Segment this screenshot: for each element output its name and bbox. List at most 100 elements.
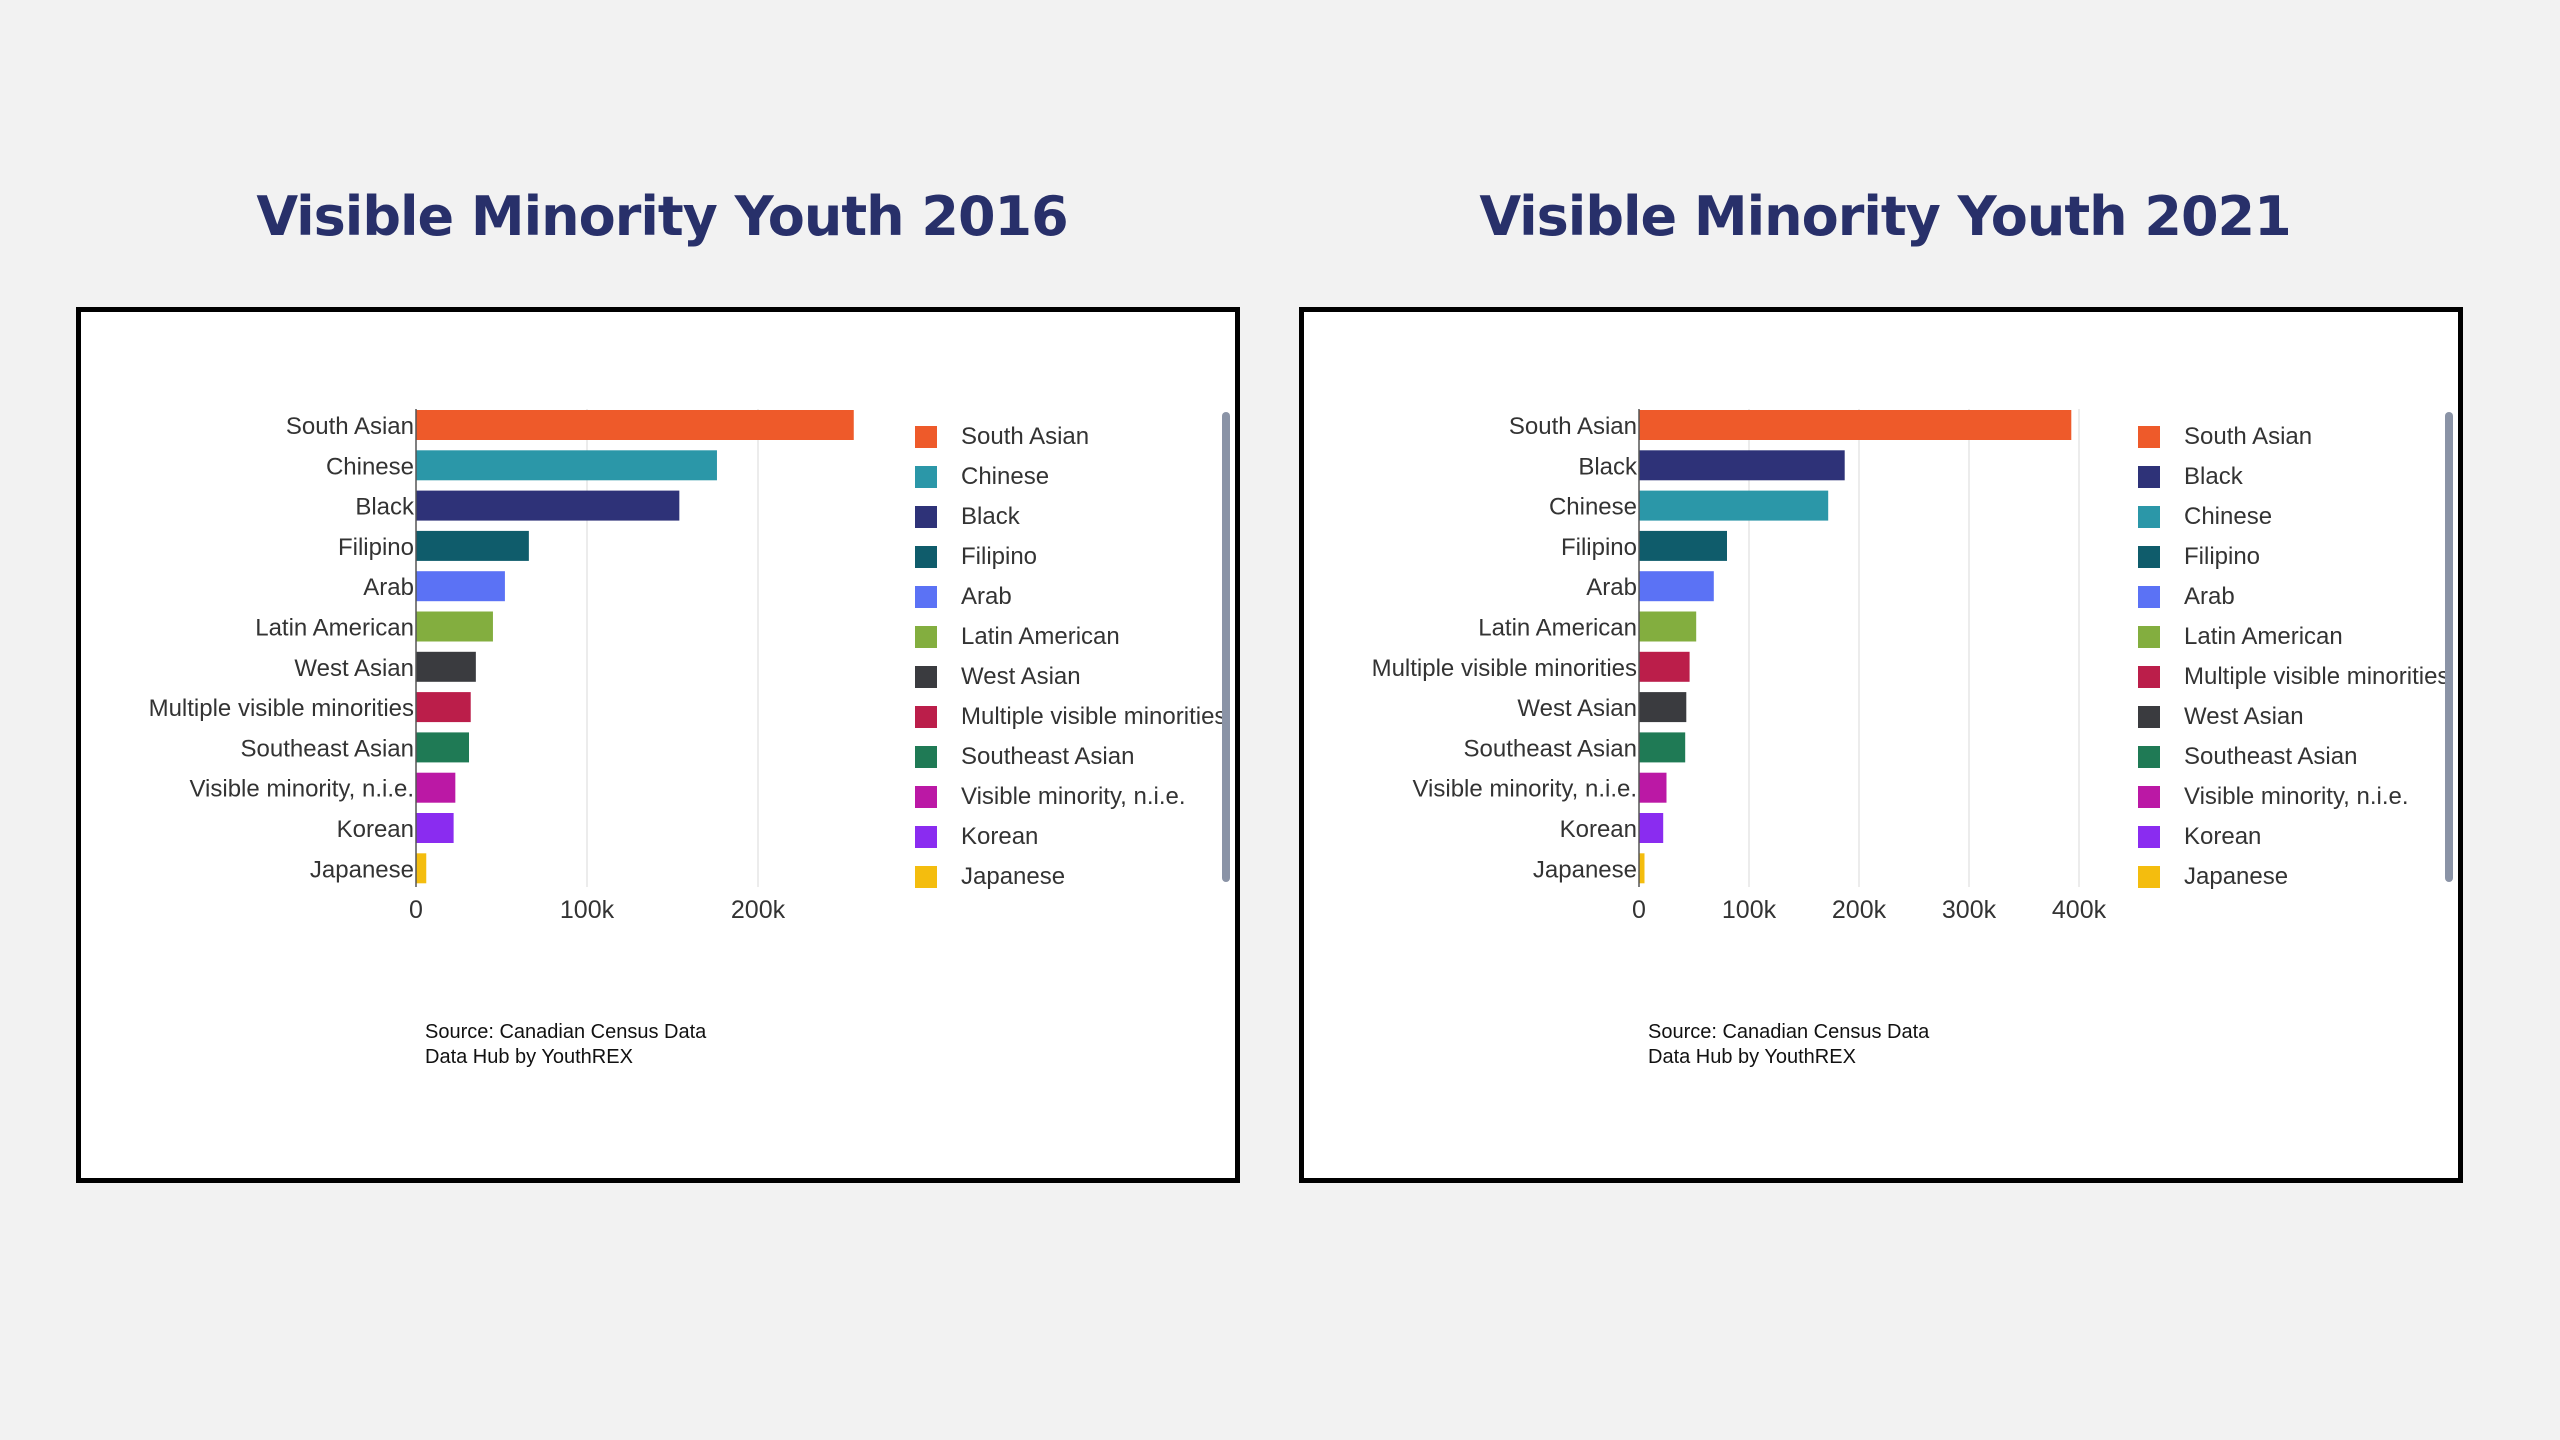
- bar[interactable]: [1639, 853, 1645, 884]
- legend-item[interactable]: Latin American: [2138, 617, 2458, 657]
- legend-label: Visible minority, n.i.e.: [961, 783, 1186, 810]
- legend-item[interactable]: Arab: [915, 577, 1235, 617]
- legend-swatch: [2138, 666, 2160, 688]
- legend-swatch: [915, 826, 937, 848]
- legend-item[interactable]: Korean: [2138, 817, 2458, 857]
- legend-swatch: [2138, 706, 2160, 728]
- legend-swatch: [2138, 746, 2160, 768]
- legend-swatch: [915, 706, 937, 728]
- bar[interactable]: [416, 530, 529, 561]
- category-label: Southeast Asian: [1464, 735, 1637, 762]
- bar[interactable]: [416, 571, 505, 602]
- bar[interactable]: [1639, 772, 1667, 803]
- source-note: Source: Canadian Census Data Data Hub by…: [1648, 1020, 1929, 1070]
- legend-swatch: [2138, 866, 2160, 888]
- legend-label: Filipino: [2184, 543, 2261, 570]
- legend-label: West Asian: [961, 663, 1081, 690]
- bar[interactable]: [416, 410, 854, 440]
- legend-item[interactable]: Visible minority, n.i.e.: [915, 777, 1235, 817]
- source-line: Source: Canadian Census Data: [1648, 1021, 1930, 1043]
- category-label: Black: [1578, 453, 1638, 480]
- legend-swatch: [2138, 586, 2160, 608]
- chart-title-2016: Visible Minority Youth 2016: [256, 185, 1068, 248]
- legend-item[interactable]: Japanese: [915, 857, 1235, 897]
- bar[interactable]: [416, 853, 427, 884]
- legend-item[interactable]: Black: [915, 497, 1235, 537]
- category-label: Korean: [337, 816, 414, 843]
- x-tick-label: 0: [409, 896, 423, 924]
- category-label: West Asian: [1517, 695, 1637, 722]
- legend-item[interactable]: South Asian: [915, 417, 1235, 457]
- legend-label: Southeast Asian: [2184, 743, 2358, 770]
- legend-swatch: [915, 426, 937, 448]
- bar[interactable]: [1639, 813, 1664, 843]
- legend-item[interactable]: Arab: [2138, 577, 2458, 617]
- bar[interactable]: [416, 490, 680, 521]
- legend-scrollbar[interactable]: [2445, 412, 2453, 882]
- legend-item[interactable]: Southeast Asian: [2138, 737, 2458, 777]
- category-label: South Asian: [1509, 413, 1637, 440]
- legend-item[interactable]: Multiple visible minorities: [915, 697, 1235, 737]
- category-label: Japanese: [1533, 856, 1637, 883]
- legend-item[interactable]: West Asian: [915, 657, 1235, 697]
- bar[interactable]: [416, 450, 717, 481]
- legend-swatch: [915, 866, 937, 888]
- bar[interactable]: [1639, 651, 1690, 682]
- legend-item[interactable]: West Asian: [2138, 697, 2458, 737]
- bar[interactable]: [1639, 611, 1697, 642]
- legend-label: Multiple visible minorities: [961, 703, 1227, 730]
- bar[interactable]: [1639, 450, 1845, 481]
- legend-item[interactable]: Black: [2138, 457, 2458, 497]
- legend-swatch: [915, 746, 937, 768]
- legend-item[interactable]: South Asian: [2138, 417, 2458, 457]
- category-label: Multiple visible minorities: [1372, 655, 1637, 682]
- legend-item[interactable]: Chinese: [915, 457, 1235, 497]
- legend-item[interactable]: Filipino: [2138, 537, 2458, 577]
- legend-swatch: [915, 586, 937, 608]
- chart-panel-2016: South Asian Chinese Black Filipino Arab Latin…: [76, 307, 1240, 1183]
- bar[interactable]: [416, 772, 456, 803]
- legend-item[interactable]: Japanese: [2138, 857, 2458, 897]
- bar[interactable]: [416, 813, 454, 843]
- legend-label: Black: [2184, 463, 2243, 490]
- category-label: Southeast Asian: [241, 735, 414, 762]
- legend-label: Arab: [961, 583, 1012, 610]
- x-tick-label: 300k: [1942, 896, 1997, 924]
- legend-item[interactable]: Southeast Asian: [915, 737, 1235, 777]
- x-tick-label: 0: [1632, 896, 1646, 924]
- legend-scrollbar[interactable]: [1222, 412, 1230, 882]
- legend-label: Black: [961, 503, 1020, 530]
- legend-item[interactable]: Korean: [915, 817, 1235, 857]
- bar[interactable]: [1639, 490, 1829, 521]
- category-label: Visible minority, n.i.e.: [1412, 776, 1637, 803]
- bar[interactable]: [416, 611, 493, 642]
- legend-label: West Asian: [2184, 703, 2304, 730]
- legend-swatch: [915, 506, 937, 528]
- bar[interactable]: [1639, 692, 1687, 723]
- x-tick-label: 400k: [2052, 896, 2107, 924]
- category-label: Latin American: [1478, 615, 1637, 642]
- legend-swatch: [915, 786, 937, 808]
- bar[interactable]: [1639, 410, 2072, 440]
- legend-swatch: [2138, 426, 2160, 448]
- category-label: Arab: [1586, 574, 1637, 601]
- legend-2016: South Asian Chinese Black Filipino Arab Latin…: [915, 417, 1235, 897]
- bar[interactable]: [1639, 732, 1686, 763]
- legend-item[interactable]: Chinese: [2138, 497, 2458, 537]
- legend-item[interactable]: Multiple visible minorities: [2138, 657, 2458, 697]
- bar[interactable]: [1639, 530, 1727, 561]
- legend-label: Multiple visible minorities: [2184, 663, 2450, 690]
- category-label: Japanese: [310, 856, 414, 883]
- legend-item[interactable]: Visible minority, n.i.e.: [2138, 777, 2458, 817]
- chart-title-2021: Visible Minority Youth 2021: [1479, 185, 2291, 248]
- legend-item[interactable]: Latin American: [915, 617, 1235, 657]
- legend-swatch: [2138, 466, 2160, 488]
- legend-label: South Asian: [961, 423, 1090, 450]
- bar[interactable]: [416, 651, 476, 682]
- category-label: Filipino: [1561, 534, 1637, 561]
- bar[interactable]: [1639, 571, 1714, 602]
- bar[interactable]: [416, 732, 470, 763]
- legend-item[interactable]: Filipino: [915, 537, 1235, 577]
- category-label: Black: [355, 494, 415, 521]
- bar[interactable]: [416, 692, 471, 723]
